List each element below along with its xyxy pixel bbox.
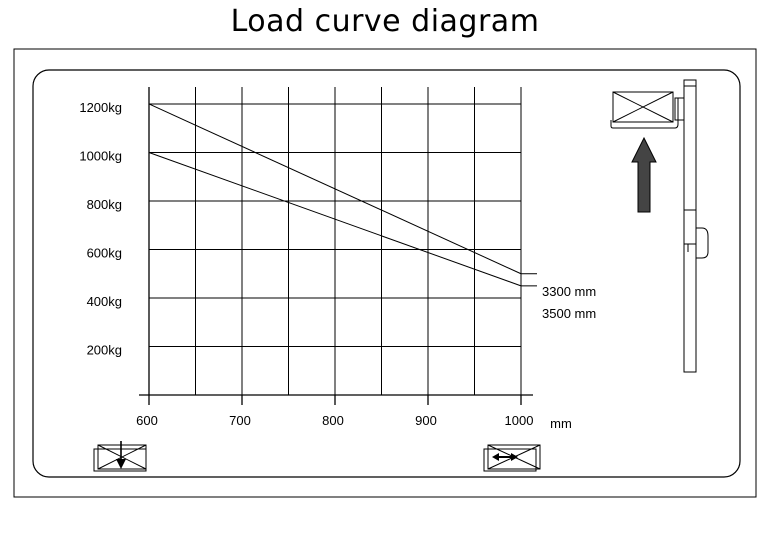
y-tick-label: 1200kg — [79, 100, 122, 115]
pallet-lower-icon — [93, 441, 147, 472]
inner-panel — [32, 69, 741, 478]
x-tick-label: 600 — [136, 413, 158, 428]
series-label-2: 3500 mm — [542, 306, 596, 321]
chart-plot-area: 600 700 800 900 1000 mm 200kg 400kg 600kg 800kg 10… — [79, 87, 596, 431]
pallet-top-icon — [610, 91, 685, 129]
forklift-mast-icon — [683, 79, 709, 373]
series-line-1 — [148, 103, 522, 275]
x-tick-label: 800 — [322, 413, 344, 428]
y-tick-label: 600kg — [87, 245, 122, 260]
y-tick-label: 200kg — [87, 342, 122, 357]
x-tick-label: 700 — [229, 413, 251, 428]
y-tick-label: 800kg — [87, 197, 122, 212]
load-center-icon — [483, 444, 541, 472]
y-tick-label: 400kg — [87, 294, 122, 309]
lift-up-arrow-icon — [631, 136, 657, 213]
series-label-1: 3300 mm — [542, 284, 596, 299]
x-tick-label: 900 — [415, 413, 437, 428]
x-axis-label: mm — [550, 416, 572, 431]
series-line-2 — [148, 152, 522, 287]
x-tick-label: 1000 — [505, 413, 534, 428]
y-tick-label: 1000kg — [79, 148, 122, 163]
outer-frame — [13, 48, 757, 498]
page-title: Load curve diagram — [230, 4, 540, 39]
